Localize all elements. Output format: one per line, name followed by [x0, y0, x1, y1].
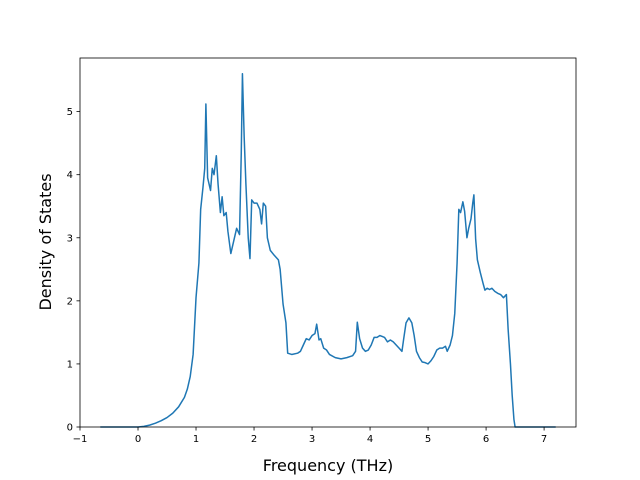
plot-frame: [79, 57, 577, 428]
x-tick-label: −1: [73, 434, 88, 445]
y-tick-label: 3: [67, 233, 73, 244]
x-tick-label: 0: [135, 434, 141, 445]
x-tick-label: 3: [309, 434, 315, 445]
y-tick-label: 1: [67, 359, 73, 370]
x-axis-label: Frequency (THz): [263, 456, 393, 475]
x-tick-label: 4: [367, 434, 373, 445]
y-ticks: 0 1 2 3 4 5: [67, 107, 80, 434]
x-tick-label: 7: [541, 434, 547, 445]
y-axis-label: Density of States: [36, 173, 55, 310]
x-ticks: −1 0 1 2 3 4 5 6 7: [73, 427, 547, 445]
x-tick-label: 1: [193, 434, 199, 445]
x-tick-label: 5: [425, 434, 431, 445]
y-tick-label: 0: [67, 423, 73, 434]
y-tick-label: 4: [67, 170, 73, 181]
y-tick-label: 2: [67, 296, 73, 307]
series-line-0: [100, 73, 556, 428]
y-tick-label: 5: [67, 107, 73, 118]
x-tick-label: 2: [251, 434, 257, 445]
plot-background: [80, 58, 576, 427]
x-tick-label: 6: [483, 434, 489, 445]
series-layer: [100, 73, 556, 428]
